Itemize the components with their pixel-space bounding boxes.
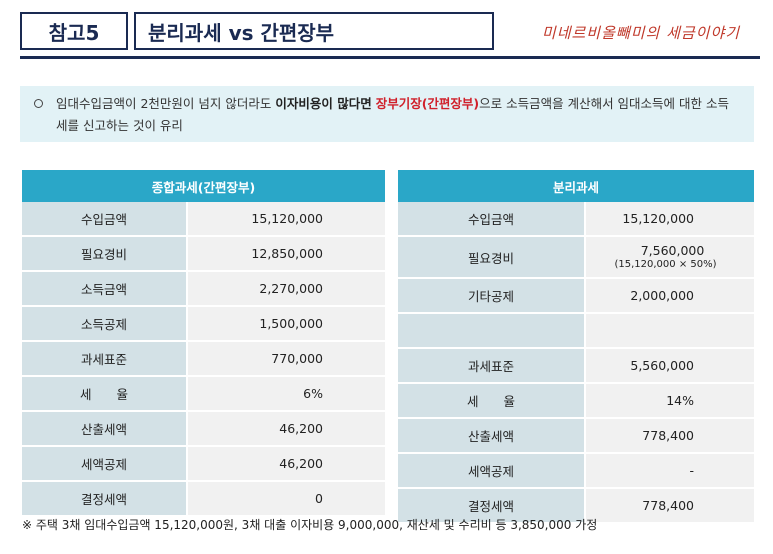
row-label: 수입금액 (398, 202, 586, 237)
row-label: 결정세액 (22, 482, 188, 517)
table-row: 세 율 6% (22, 377, 385, 412)
row-value: 7,560,000 (15,120,000 × 50%) (586, 237, 754, 279)
table-row: 수입금액 15,120,000 (398, 202, 754, 237)
row-value-sub: (15,120,000 × 50%) (614, 259, 717, 270)
table-header: 분리과세 (398, 170, 754, 202)
table-row: 수입금액 15,120,000 (22, 202, 385, 237)
row-label: 소득공제 (22, 307, 188, 342)
table-row (398, 314, 754, 349)
comprehensive-tax-table: 종합과세(간편장부) 수입금액 15,120,000 필요경비 12,850,000… (22, 170, 385, 517)
table-row: 소득금액 2,270,000 (22, 272, 385, 307)
reference-tag: 참고5 (20, 12, 128, 50)
page-title: 분리과세 vs 간편장부 (134, 12, 494, 50)
note-text-3: 으로 소득금액을 계산해서 임대소득에 대한 소득세를 신고하는 것이 유리 (56, 96, 730, 133)
row-label: 결정세액 (398, 489, 586, 524)
table-row: 세액공제 - (398, 454, 754, 489)
row-value: 6% (188, 377, 385, 412)
table-row: 결정세액 778,400 (398, 489, 754, 524)
table-row: 필요경비 7,560,000 (15,120,000 × 50%) (398, 237, 754, 279)
note-bold: 이자비용이 많다면 (275, 96, 372, 111)
row-label: 수입금액 (22, 202, 188, 237)
row-value: 778,400 (586, 489, 754, 524)
row-value-main: 7,560,000 (640, 243, 705, 258)
separate-tax-table: 분리과세 수입금액 15,120,000 필요경비 7,560,000 (15,120… (398, 170, 754, 524)
row-value: 1,500,000 (188, 307, 385, 342)
row-label: 세액공제 (22, 447, 188, 482)
summary-note: 임대수입금액이 2천만원이 넘지 않더라도 이자비용이 많다면 장부기장(간편장… (20, 86, 754, 142)
row-value: 14% (586, 384, 754, 419)
brand-logo: 미네르비올빼미의 세금이야기 (541, 23, 741, 42)
note-text-1: 임대수입금액이 2천만원이 넘지 않더라도 (56, 96, 276, 111)
row-label: 기타공제 (398, 279, 586, 314)
row-label: 산출세액 (22, 412, 188, 447)
row-label: 과세표준 (398, 349, 586, 384)
row-value: 15,120,000 (586, 202, 754, 237)
row-value: 46,200 (188, 412, 385, 447)
row-label: 세액공제 (398, 454, 586, 489)
row-value: 46,200 (188, 447, 385, 482)
row-label-empty (398, 314, 586, 349)
table-row: 산출세액 46,200 (22, 412, 385, 447)
header-divider (20, 56, 760, 59)
row-label: 세 율 (398, 384, 586, 419)
row-label: 소득금액 (22, 272, 188, 307)
row-label: 필요경비 (22, 237, 188, 272)
row-label: 필요경비 (398, 237, 586, 279)
row-value: - (586, 454, 754, 489)
row-value: 2,270,000 (188, 272, 385, 307)
row-value: 12,850,000 (188, 237, 385, 272)
bullet-icon (34, 99, 43, 108)
row-value: 770,000 (188, 342, 385, 377)
row-value-empty (586, 314, 754, 349)
row-label: 산출세액 (398, 419, 586, 454)
row-label: 과세표준 (22, 342, 188, 377)
table-row: 과세표준 5,560,000 (398, 349, 754, 384)
table-row: 과세표준 770,000 (22, 342, 385, 377)
row-value: 2,000,000 (586, 279, 754, 314)
row-value: 15,120,000 (188, 202, 385, 237)
row-value: 0 (188, 482, 385, 517)
footnote: ※ 주택 3채 임대수입금액 15,120,000원, 3채 대출 이자비용 9… (22, 518, 598, 532)
table-row: 필요경비 12,850,000 (22, 237, 385, 272)
table-row: 결정세액 0 (22, 482, 385, 517)
page-header: 참고5 분리과세 vs 간편장부 미네르비올빼미의 세금이야기 (20, 12, 760, 56)
table-row: 세 율 14% (398, 384, 754, 419)
table-row: 산출세액 778,400 (398, 419, 754, 454)
table-row: 기타공제 2,000,000 (398, 279, 754, 314)
row-value: 778,400 (586, 419, 754, 454)
table-row: 소득공제 1,500,000 (22, 307, 385, 342)
note-highlight: 장부기장(간편장부) (375, 96, 480, 111)
row-value: 5,560,000 (586, 349, 754, 384)
table-row: 세액공제 46,200 (22, 447, 385, 482)
table-header: 종합과세(간편장부) (22, 170, 385, 202)
row-label: 세 율 (22, 377, 188, 412)
